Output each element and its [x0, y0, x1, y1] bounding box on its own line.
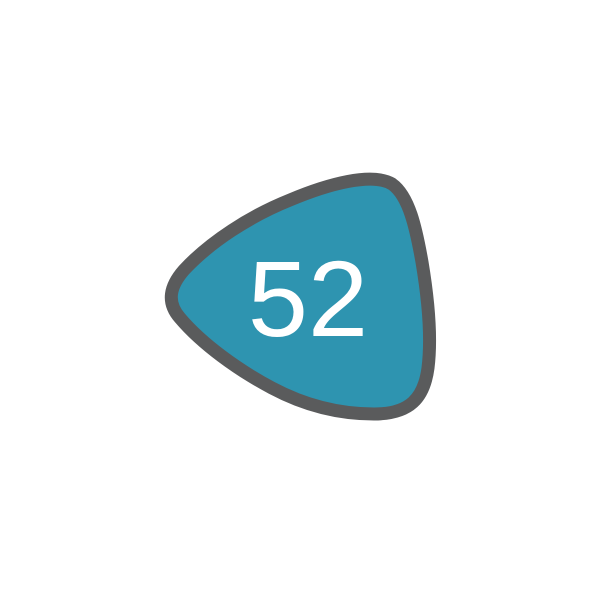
badge-number: 52 — [248, 238, 368, 359]
pick-shape — [164, 172, 437, 421]
